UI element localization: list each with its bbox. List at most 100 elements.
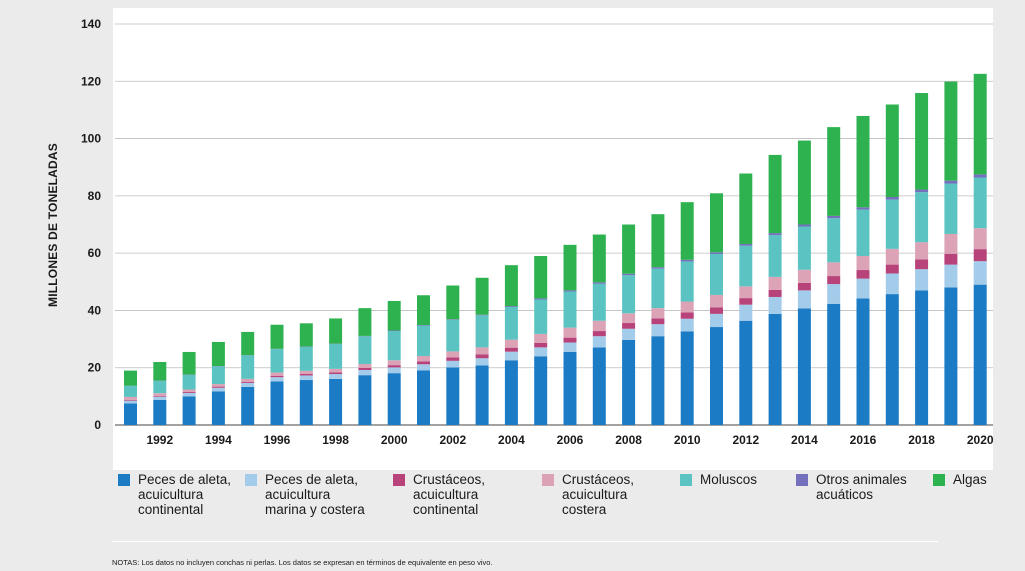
bar-segment-s3-2006 [563, 327, 577, 338]
y-tick-label: 0 [94, 418, 101, 432]
bar-segment-s4-2007 [592, 283, 606, 321]
bar-segment-s3-1992 [153, 393, 167, 396]
bar-segment-s3-1991 [124, 396, 137, 400]
bar-segment-s6-1997 [299, 323, 313, 347]
bar-segment-s2-1997 [299, 374, 313, 376]
bar-segment-s3-2002 [446, 351, 460, 358]
bar-segment-s6-2009 [651, 214, 665, 268]
footnote: NOTAS: Los datos no incluyen conchas ni … [112, 558, 493, 567]
bar-stack-2006 [563, 244, 577, 425]
bar-segment-s2-1995 [241, 381, 255, 383]
bar-segment-s4-2016 [856, 209, 870, 257]
x-tick-label: 2006 [557, 433, 584, 447]
bar-segment-s6-2002 [446, 285, 460, 320]
bar-segment-s1-2015 [827, 284, 841, 304]
bar-segment-s4-1992 [153, 380, 167, 394]
bar-segment-s2-1999 [358, 368, 372, 371]
y-axis-ticks: 0 20 40 60 80 100 120 140 [81, 17, 101, 432]
legend: Peces de aleta, acuicultura continental P… [118, 472, 998, 524]
bar-stack-2002 [446, 285, 460, 425]
bar-segment-s0-2001 [417, 370, 430, 425]
x-tick-label: 2002 [439, 433, 466, 447]
bar-segment-s1-2008 [622, 328, 636, 340]
bar-stack-2012 [739, 173, 753, 425]
bar-segment-s3-2008 [622, 313, 636, 324]
bar-segment-s0-2003 [475, 365, 489, 425]
legend-item: Peces de aleta, acuicultura continental [118, 472, 231, 517]
bar-segment-s6-2006 [563, 244, 577, 291]
bar-segment-s3-2003 [475, 347, 489, 355]
legend-item: Peces de aleta, acuicultura marina y cos… [245, 472, 365, 517]
bar-segment-s3-2001 [417, 355, 430, 362]
bar-segment-s5-2020 [973, 174, 987, 178]
y-tick-label: 140 [81, 17, 101, 31]
bar-segment-s6-2015 [827, 127, 841, 216]
bar-segment-s4-2006 [563, 291, 577, 328]
bar-stack-2015 [827, 127, 841, 425]
bar-segment-s0-1993 [182, 396, 196, 425]
bar-segment-s4-2018 [915, 192, 929, 243]
bar-stack-2000 [387, 300, 401, 425]
bar-segment-s4-1995 [241, 355, 255, 379]
legend-item: Moluscos [680, 472, 757, 487]
x-tick-label: 1996 [264, 433, 291, 447]
bar-segment-s2-2001 [417, 361, 430, 365]
bar-segment-s4-2019 [944, 183, 958, 234]
bar-segment-s4-1998 [329, 343, 343, 369]
legend-label: Peces de aleta, acuicultura continental [138, 472, 232, 517]
bar-segment-s4-1996 [270, 349, 284, 373]
bar-segment-s5-2011 [710, 252, 723, 255]
bar-segment-s6-2016 [856, 115, 870, 208]
bar-segment-s3-2014 [797, 269, 811, 283]
bar-segment-s2-2000 [387, 365, 401, 368]
bar-stack-2010 [680, 202, 694, 425]
bar-segment-s3-2011 [710, 294, 723, 308]
bar-segment-s6-2010 [680, 202, 694, 260]
bar-stack-2019 [944, 81, 958, 425]
bar-segment-s1-1997 [299, 375, 313, 381]
bar-stack-2001 [417, 295, 430, 425]
bar-segment-s5-2000 [387, 330, 401, 332]
bar-segment-s6-1992 [153, 361, 167, 381]
bar-segment-s0-2011 [710, 327, 723, 425]
legend-item: Algas [933, 472, 987, 487]
bar-segment-s0-1991 [124, 403, 137, 425]
bar-segment-s3-2020 [973, 228, 987, 250]
bar-segment-s0-2005 [534, 356, 548, 425]
y-tick-label: 20 [88, 361, 102, 375]
bar-segment-s3-2000 [387, 360, 401, 366]
bar-segment-s3-2013 [768, 276, 782, 290]
legend-label: Crustáceos, acuicultura continental [413, 472, 486, 517]
bar-segment-s6-1995 [241, 331, 255, 356]
bar-segment-s1-2009 [651, 324, 665, 337]
bar-segment-s6-2001 [417, 295, 430, 326]
bar-stack-1994 [211, 341, 225, 425]
bar-segment-s1-2018 [915, 269, 929, 291]
bar-stack-1998 [329, 318, 343, 425]
bar-segment-s3-1995 [241, 378, 255, 382]
bar-segment-s0-1994 [211, 391, 225, 425]
bar-segment-s6-2008 [622, 224, 636, 274]
plot-background [113, 8, 993, 470]
bar-stack-2003 [475, 277, 489, 425]
bar-segment-s2-2012 [739, 298, 753, 305]
bar-segment-s5-2012 [739, 243, 753, 246]
bar-segment-s3-2019 [944, 233, 958, 254]
bar-segment-s2-2013 [768, 289, 782, 297]
bar-segment-s5-2019 [944, 180, 958, 184]
bar-stack-2020 [973, 73, 987, 425]
bar-segment-s4-2004 [504, 306, 518, 340]
bar-segment-s4-1993 [182, 374, 196, 390]
bar-segment-s1-1994 [211, 387, 225, 392]
bar-stack-1993 [182, 351, 196, 425]
x-tick-label: 1994 [205, 433, 232, 447]
bar-segment-s4-2000 [387, 331, 401, 361]
bar-segment-s2-2014 [797, 282, 811, 291]
bar-segment-s1-2017 [885, 273, 899, 295]
x-tick-label: 2012 [732, 433, 759, 447]
x-tick-label: 2000 [381, 433, 408, 447]
bar-segment-s0-1999 [358, 375, 372, 425]
bar-segment-s1-1992 [153, 396, 167, 400]
gridlines [115, 23, 993, 426]
bar-segment-s3-2012 [739, 286, 753, 299]
